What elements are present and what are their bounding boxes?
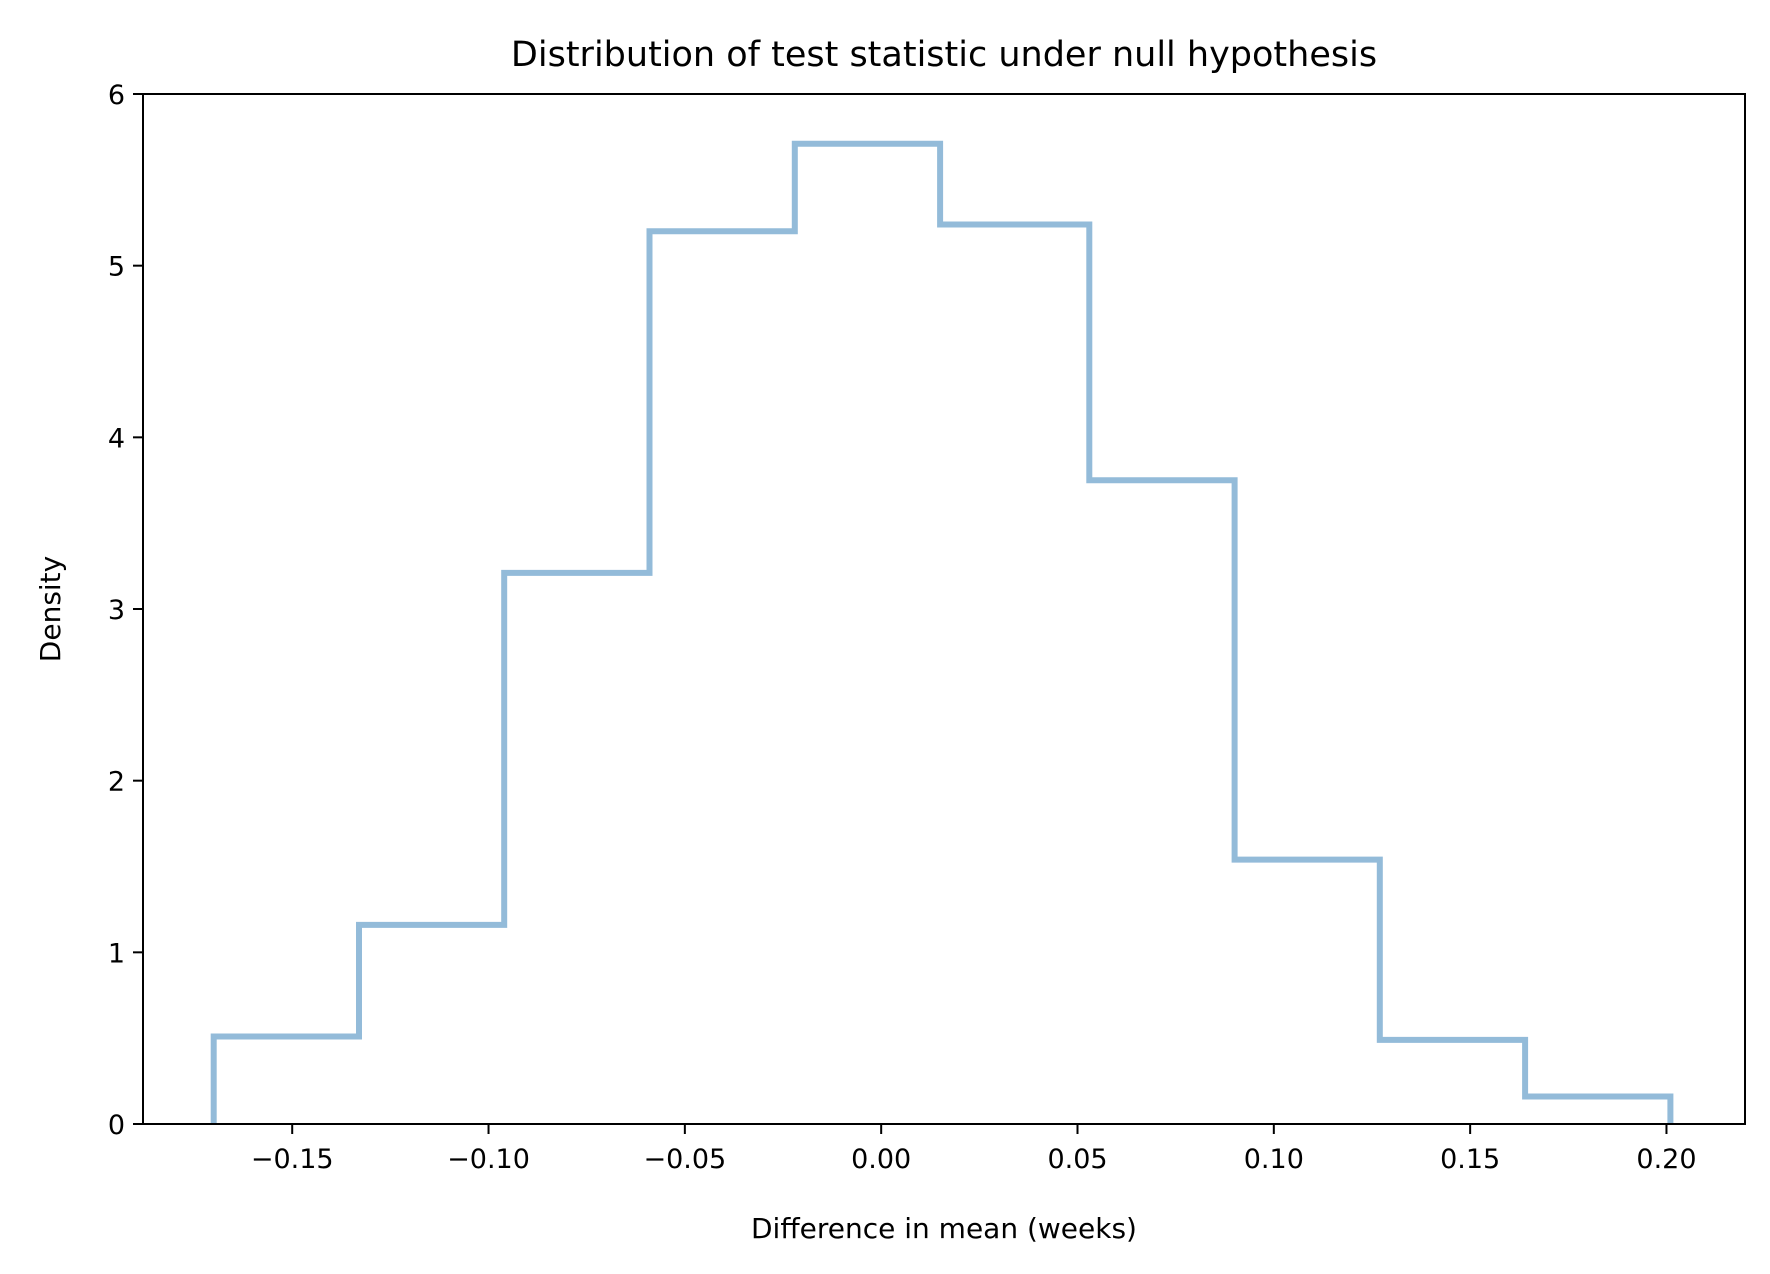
x-axis: −0.15 −0.10 −0.05 0.00 0.05 0.10 0.15 0.20	[251, 1124, 1697, 1175]
x-axis-label: Difference in mean (weeks)	[751, 1212, 1137, 1245]
x-tick-label: 0.15	[1440, 1144, 1500, 1175]
x-tick-label: 0.20	[1636, 1144, 1696, 1175]
y-tick-label: 2	[108, 767, 125, 798]
y-tick-label: 0	[108, 1110, 125, 1141]
histogram-step-outline	[210, 140, 1674, 1124]
y-tick-label: 5	[108, 252, 125, 283]
y-axis: 0 1 2 3 4 5 6	[108, 80, 143, 1141]
x-tick-label: 0.00	[851, 1144, 911, 1175]
y-tick-label: 4	[108, 423, 125, 454]
x-tick-label: −0.10	[447, 1144, 530, 1175]
plot-area	[210, 140, 1674, 1124]
x-tick-label: 0.05	[1047, 1144, 1107, 1175]
x-tick-label: 0.10	[1244, 1144, 1304, 1175]
chart-title: Distribution of test statistic under nul…	[511, 35, 1377, 75]
x-tick-label: −0.05	[643, 1144, 726, 1175]
x-tick-label: −0.15	[251, 1144, 334, 1175]
y-axis-label: Density	[34, 556, 67, 662]
y-tick-label: 6	[108, 80, 125, 111]
y-tick-label: 1	[108, 938, 125, 969]
y-tick-label: 3	[108, 595, 125, 626]
